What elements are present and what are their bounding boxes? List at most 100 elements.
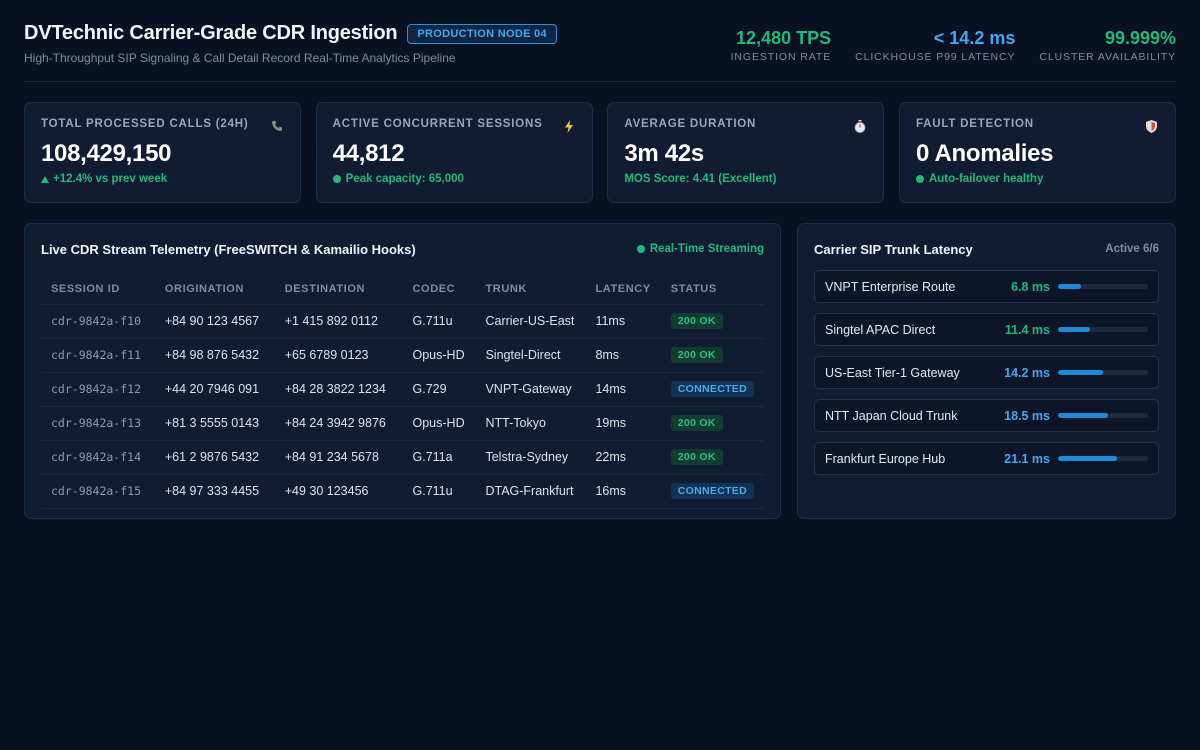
cdr-table: SESSION ID ORIGINATION DESTINATION CODEC…	[41, 274, 764, 509]
trunk-latency-panel: Carrier SIP Trunk Latency Active 6/6 VNP…	[797, 223, 1176, 519]
column-header-session-id[interactable]: SESSION ID	[41, 274, 155, 305]
kpi-label: AVERAGE DURATION	[624, 118, 757, 130]
table-row[interactable]: cdr-9842a-f15 +84 97 333 4455 +49 30 123…	[41, 474, 764, 509]
stopwatch-icon	[853, 120, 867, 134]
active-trunks-count: Active 6/6	[1105, 243, 1159, 255]
column-header-origination[interactable]: ORIGINATION	[154, 274, 275, 305]
cell-codec: G.729	[402, 372, 476, 407]
trunk-item[interactable]: US-East Tier-1 Gateway 14.2 ms	[814, 356, 1159, 389]
cell-trunk: Singtel-Direct	[475, 338, 586, 373]
cell-codec: Opus-HD	[402, 338, 476, 373]
metric-value: 99.999%	[1104, 28, 1176, 48]
status-badge: 200 OK	[670, 313, 723, 329]
metric-p99-latency: < 14.2 ms CLICKHOUSE P99 LATENCY	[855, 28, 1015, 63]
streaming-status-label: Real-Time Streaming	[649, 243, 764, 255]
trend-up-icon	[41, 175, 49, 183]
trunk-item[interactable]: NTT Japan Cloud Trunk 18.5 ms	[814, 399, 1159, 432]
latency-bar-fill	[1058, 456, 1117, 461]
latency-bar-fill	[1058, 413, 1108, 418]
trunk-name: NTT Japan Cloud Trunk	[825, 408, 958, 423]
kpi-row: TOTAL PROCESSED CALLS (24H) 108,429,150 …	[24, 102, 1176, 203]
cell-destination: +84 28 3822 1234	[274, 372, 403, 407]
trunk-item[interactable]: VNPT Enterprise Route 6.8 ms	[814, 270, 1159, 303]
kpi-sub-text: Auto-failover healthy	[928, 173, 1044, 185]
cell-codec: G.711a	[402, 440, 476, 475]
kpi-sub-text: Peak capacity: 65,000	[345, 173, 464, 185]
table-row[interactable]: cdr-9842a-f12 +44 20 7946 091 +84 28 382…	[41, 372, 764, 407]
trunk-item[interactable]: Singtel APAC Direct 11.4 ms	[814, 313, 1159, 346]
cell-trunk: VNPT-Gateway	[475, 372, 586, 407]
live-dot-icon	[636, 245, 645, 253]
kpi-label: TOTAL PROCESSED CALLS (24H)	[41, 118, 249, 130]
cell-destination: +84 24 3942 9876	[274, 406, 403, 441]
cell-status: 200 OK	[660, 338, 764, 373]
cell-latency: 22ms	[585, 440, 661, 475]
kpi-value: 0 Anomalies	[915, 140, 1054, 167]
cell-latency: 16ms	[585, 474, 661, 509]
cell-session-id: cdr-9842a-f11	[41, 338, 155, 373]
kpi-trend: +12.4% vs prev week	[41, 173, 284, 185]
cell-status: 200 OK	[660, 406, 764, 441]
cell-destination: +49 30 123456	[274, 474, 403, 509]
cell-origination: +81 3 5555 0143	[154, 406, 275, 441]
column-header-codec[interactable]: CODEC	[402, 274, 476, 305]
trunk-latency: 6.8 ms	[1011, 279, 1050, 294]
column-header-status[interactable]: STATUS	[660, 274, 764, 305]
cell-destination: +84 91 234 5678	[274, 440, 403, 475]
metric-ingestion-rate: 12,480 TPS INGESTION RATE	[731, 28, 832, 63]
latency-bar	[1058, 413, 1148, 418]
kpi-average-duration: AVERAGE DURATION 3m 42s MOS Score: 4.41 …	[607, 102, 885, 203]
trunk-latency: 14.2 ms	[1004, 365, 1050, 380]
latency-bar-fill	[1058, 284, 1081, 289]
table-row[interactable]: cdr-9842a-f14 +61 2 9876 5432 +84 91 234…	[41, 440, 764, 475]
cell-session-id: cdr-9842a-f14	[41, 440, 155, 475]
kpi-value: 3m 42s	[624, 140, 704, 167]
metric-label: CLICKHOUSE P99 LATENCY	[855, 51, 1016, 63]
latency-bar-fill	[1058, 327, 1090, 332]
cell-latency: 8ms	[585, 338, 661, 373]
cell-origination: +61 2 9876 5432	[154, 440, 275, 475]
cell-status: 200 OK	[660, 440, 764, 475]
metric-value: 12,480 TPS	[736, 28, 832, 48]
cell-origination: +84 98 876 5432	[154, 338, 275, 373]
panel-title: Live CDR Stream Telemetry (FreeSWITCH & …	[41, 241, 416, 257]
cell-session-id: cdr-9842a-f10	[41, 304, 155, 339]
column-header-trunk[interactable]: TRUNK	[475, 274, 586, 305]
cell-origination: +84 97 333 4455	[154, 474, 275, 509]
status-badge: CONNECTED	[670, 483, 754, 499]
kpi-value: 44,812	[332, 140, 405, 167]
cell-session-id: cdr-9842a-f15	[41, 474, 155, 509]
table-row[interactable]: cdr-9842a-f10 +84 90 123 4567 +1 415 892…	[41, 304, 764, 339]
status-badge: 200 OK	[670, 415, 723, 431]
lightning-icon	[562, 120, 576, 134]
cdr-telemetry-panel: Live CDR Stream Telemetry (FreeSWITCH & …	[24, 223, 781, 519]
latency-bar	[1058, 327, 1148, 332]
metric-label: CLUSTER AVAILABILITY	[1039, 51, 1176, 63]
kpi-sub: MOS Score: 4.41 (Excellent)	[624, 173, 777, 185]
status-dot-icon	[332, 175, 341, 183]
trunk-name: Singtel APAC Direct	[825, 322, 936, 337]
metric-availability: 99.999% CLUSTER AVAILABILITY	[1039, 28, 1176, 63]
trunk-item[interactable]: Frankfurt Europe Hub 21.1 ms	[814, 442, 1159, 475]
table-row[interactable]: cdr-9842a-f11 +84 98 876 5432 +65 6789 0…	[41, 338, 764, 373]
latency-bar	[1058, 456, 1148, 461]
cell-status: 200 OK	[660, 304, 764, 339]
streaming-status: Real-Time Streaming	[636, 243, 764, 255]
trunk-latency: 21.1 ms	[1004, 451, 1050, 466]
trunk-name: Frankfurt Europe Hub	[825, 451, 946, 466]
latency-bar	[1058, 370, 1148, 375]
cell-status: CONNECTED	[660, 474, 764, 509]
cell-session-id: cdr-9842a-f13	[41, 406, 155, 441]
column-header-latency[interactable]: LATENCY	[585, 274, 661, 305]
kpi-sub-text: +12.4% vs prev week	[53, 173, 168, 185]
kpi-concurrent-sessions: ACTIVE CONCURRENT SESSIONS 44,812 Peak c…	[315, 102, 593, 203]
cell-latency: 19ms	[585, 406, 661, 441]
kpi-fault-detection: FAULT DETECTION 0 Anomalies Auto-failove…	[898, 102, 1176, 203]
status-badge: 200 OK	[670, 449, 723, 465]
column-header-destination[interactable]: DESTINATION	[274, 274, 403, 305]
status-badge: CONNECTED	[670, 381, 754, 397]
page-title: DVTechnic Carrier-Grade CDR Ingestion	[24, 22, 398, 44]
status-badge: 200 OK	[670, 347, 723, 363]
table-row[interactable]: cdr-9842a-f13 +81 3 5555 0143 +84 24 394…	[41, 406, 764, 441]
table-header-row: SESSION ID ORIGINATION DESTINATION CODEC…	[41, 274, 764, 305]
